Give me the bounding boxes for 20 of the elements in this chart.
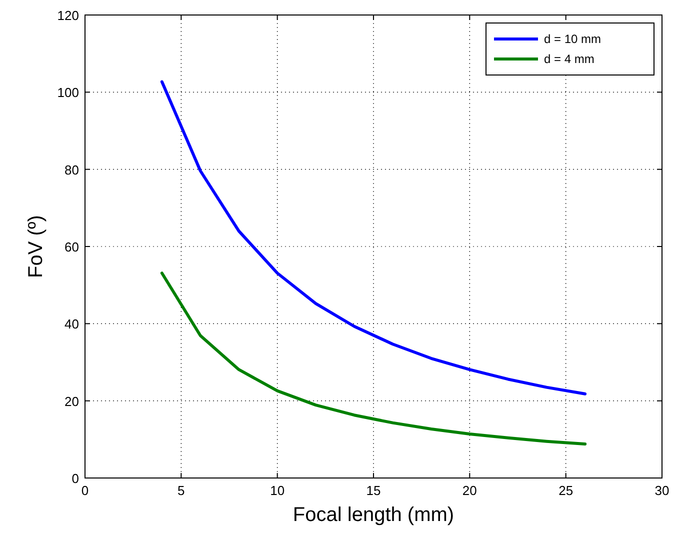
y-tick-label: 120	[57, 8, 79, 23]
line-series	[160, 272, 587, 446]
line-series	[160, 80, 587, 396]
y-tick-label: 40	[64, 316, 79, 332]
x-tick-label: 20	[462, 483, 477, 498]
y-tick-label: 80	[64, 162, 79, 178]
x-tick-label: 30	[654, 483, 670, 498]
y-tick-label: 100	[57, 85, 79, 100]
x-tick-label: 5	[178, 483, 185, 498]
x-tick-label: 25	[558, 483, 574, 498]
y-tick-label: 20	[64, 394, 79, 409]
y-tick-label: 0	[72, 471, 79, 486]
x-tick-label: 10	[270, 483, 285, 498]
x-tick-label: 15	[366, 483, 381, 498]
y-tick-label: 60	[64, 240, 79, 254]
x-tick-label: 0	[81, 483, 89, 498]
x-axis-title: Focal length (mm)	[292, 504, 454, 526]
y-axis-title: FoV (º)	[25, 215, 47, 278]
legend-label: d = 10 mm	[544, 32, 602, 46]
legend-label: d = 4 mm	[544, 52, 594, 66]
